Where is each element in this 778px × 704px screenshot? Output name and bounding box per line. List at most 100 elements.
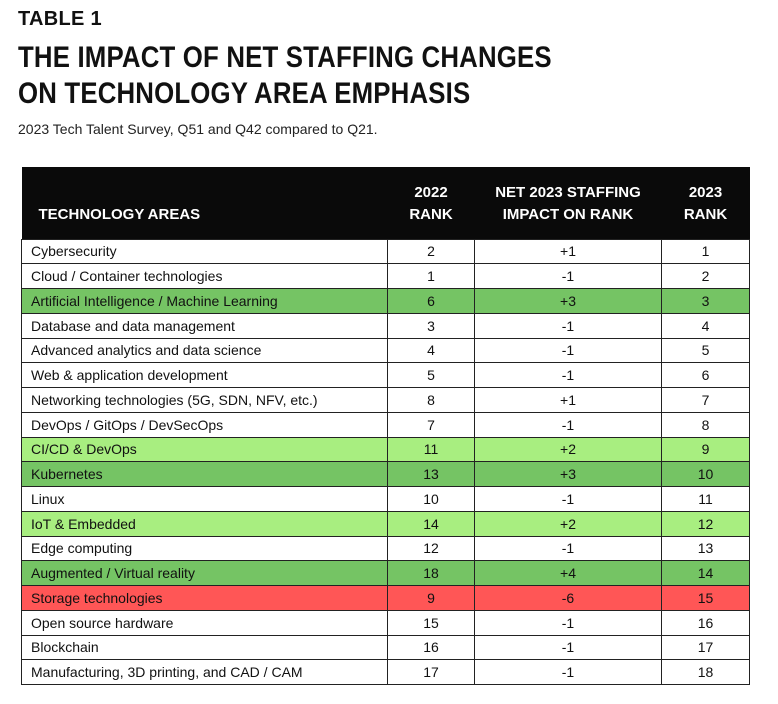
impact-cell: +2 <box>474 510 662 537</box>
rank-2023-cell: 5 <box>661 337 750 364</box>
rank-2022-cell: 13 <box>387 461 475 487</box>
impact-cell: -1 <box>474 411 662 438</box>
impact-cell: -1 <box>474 535 662 562</box>
table-body: Cybersecurity 2 +1 1 Cloud / Container techn… <box>21 238 750 685</box>
table-row: Kubernetes 13 +3 10 <box>21 461 750 487</box>
area-cell: Networking technologies (5G, SDN, NFV, e… <box>21 387 388 413</box>
rank-2022-cell: 15 <box>387 609 475 636</box>
impact-cell: -1 <box>474 312 662 339</box>
rank-2023-cell: 12 <box>661 510 750 537</box>
header-2023-rank-line2: RANK <box>683 205 728 223</box>
page-title: THE IMPACT OF NET STAFFING CHANGES ON TE… <box>18 40 654 112</box>
rank-2023-cell: 17 <box>661 634 750 661</box>
table-row: Manufacturing, 3D printing, and CAD / CA… <box>21 659 750 685</box>
rank-2023-cell: 4 <box>661 312 750 339</box>
rank-2023-cell: 14 <box>661 560 750 586</box>
rank-2023-cell: 9 <box>661 436 750 463</box>
rank-2023-cell: 10 <box>661 461 750 487</box>
area-cell: Artificial Intelligence / Machine Learni… <box>21 288 388 314</box>
rank-2023-cell: 1 <box>661 238 750 265</box>
table-row: DevOps / GitOps / DevSecOps 7 -1 8 <box>21 411 750 438</box>
area-cell: Open source hardware <box>21 609 388 636</box>
rank-2022-cell: 6 <box>387 288 475 314</box>
table-row: Augmented / Virtual reality 18 +4 14 <box>21 560 750 586</box>
impact-cell: -1 <box>474 263 662 289</box>
impact-cell: -1 <box>474 609 662 636</box>
impact-cell: +2 <box>474 436 662 463</box>
rank-2023-cell: 15 <box>661 585 750 611</box>
impact-cell: +3 <box>474 288 662 314</box>
table-row: Storage technologies 9 -6 15 <box>21 585 750 611</box>
header-technology-areas: TECHNOLOGY AREAS <box>38 205 201 223</box>
area-cell: Cloud / Container technologies <box>21 263 388 289</box>
rank-2022-cell: 3 <box>387 312 475 339</box>
subtitle: 2023 Tech Talent Survey, Q51 and Q42 com… <box>18 121 378 137</box>
rank-2022-cell: 4 <box>387 337 475 364</box>
header-net-impact-line2: IMPACT ON RANK <box>502 205 634 223</box>
impact-cell: +3 <box>474 461 662 487</box>
title-line-1: THE IMPACT OF NET STAFFING CHANGES <box>18 41 552 74</box>
impact-cell: +4 <box>474 560 662 586</box>
rank-2022-cell: 17 <box>387 659 475 685</box>
area-cell: Manufacturing, 3D printing, and CAD / CA… <box>21 659 388 685</box>
rank-2023-cell: 3 <box>661 288 750 314</box>
rank-2022-cell: 16 <box>387 634 475 661</box>
header-2023-rank-line1: 2023 <box>688 183 723 201</box>
table-row: IoT & Embedded 14 +2 12 <box>21 510 750 537</box>
impact-cell: +1 <box>474 238 662 265</box>
table-row: Web & application development 5 -1 6 <box>21 362 750 388</box>
header-2022-rank-line2: RANK <box>409 205 453 223</box>
table-row: Database and data management 3 -1 4 <box>21 312 750 339</box>
area-cell: Cybersecurity <box>21 238 388 265</box>
header-2022-rank-line1: 2022 <box>414 183 448 201</box>
area-cell: Web & application development <box>21 362 388 388</box>
table-row: Open source hardware 15 -1 16 <box>21 609 750 636</box>
area-cell: Blockchain <box>21 634 388 661</box>
impact-cell: -1 <box>474 634 662 661</box>
rank-2022-cell: 18 <box>387 560 475 586</box>
area-cell: Advanced analytics and data science <box>21 337 388 364</box>
rank-2022-cell: 2 <box>387 238 475 265</box>
rank-2023-cell: 18 <box>661 659 750 685</box>
area-cell: CI/CD & DevOps <box>21 436 388 463</box>
impact-cell: +1 <box>474 387 662 413</box>
rank-2022-cell: 9 <box>387 585 475 611</box>
area-cell: IoT & Embedded <box>21 510 388 537</box>
table-row: Advanced analytics and data science 4 -1 5 <box>21 337 750 364</box>
area-cell: Storage technologies <box>21 585 388 611</box>
table-row: Cybersecurity 2 +1 1 <box>21 238 750 265</box>
header-2023-rank: 2023 RANK <box>662 167 750 239</box>
rank-2023-cell: 7 <box>661 387 750 413</box>
impact-cell: -1 <box>474 486 662 512</box>
rank-2023-cell: 16 <box>661 609 750 636</box>
header-net-impact-line1: NET 2023 STAFFING <box>495 183 641 201</box>
impact-cell: -1 <box>474 362 662 388</box>
area-cell: Database and data management <box>21 312 388 339</box>
header-2022-rank: 2022 RANK <box>388 167 475 239</box>
rank-2022-cell: 5 <box>387 362 475 388</box>
table-row: Blockchain 16 -1 17 <box>21 634 750 661</box>
table-row: CI/CD & DevOps 11 +2 9 <box>21 436 750 463</box>
table-row: Edge computing 12 -1 13 <box>21 535 750 562</box>
rank-2023-cell: 2 <box>661 263 750 289</box>
rank-2022-cell: 11 <box>387 436 475 463</box>
table-row: Networking technologies (5G, SDN, NFV, e… <box>21 387 750 413</box>
title-line-2: ON TECHNOLOGY AREA EMPHASIS <box>18 77 471 110</box>
impact-cell: -6 <box>474 585 662 611</box>
impact-cell: -1 <box>474 337 662 364</box>
table-row: Linux 10 -1 11 <box>21 486 750 512</box>
tech-areas-table: TECHNOLOGY AREAS 2022 RANK NET 2023 STAF… <box>21 167 750 685</box>
area-cell: Linux <box>21 486 388 512</box>
area-cell: DevOps / GitOps / DevSecOps <box>21 411 388 438</box>
table-header-row: TECHNOLOGY AREAS 2022 RANK NET 2023 STAF… <box>21 167 750 239</box>
rank-2022-cell: 8 <box>387 387 475 413</box>
rank-2022-cell: 10 <box>387 486 475 512</box>
table-row: Cloud / Container technologies 1 -1 2 <box>21 263 750 289</box>
header-net-impact: NET 2023 STAFFING IMPACT ON RANK <box>475 167 662 239</box>
area-cell: Kubernetes <box>21 461 388 487</box>
area-cell: Edge computing <box>21 535 388 562</box>
rank-2023-cell: 13 <box>661 535 750 562</box>
rank-2022-cell: 1 <box>387 263 475 289</box>
rank-2022-cell: 7 <box>387 411 475 438</box>
rank-2022-cell: 14 <box>387 510 475 537</box>
